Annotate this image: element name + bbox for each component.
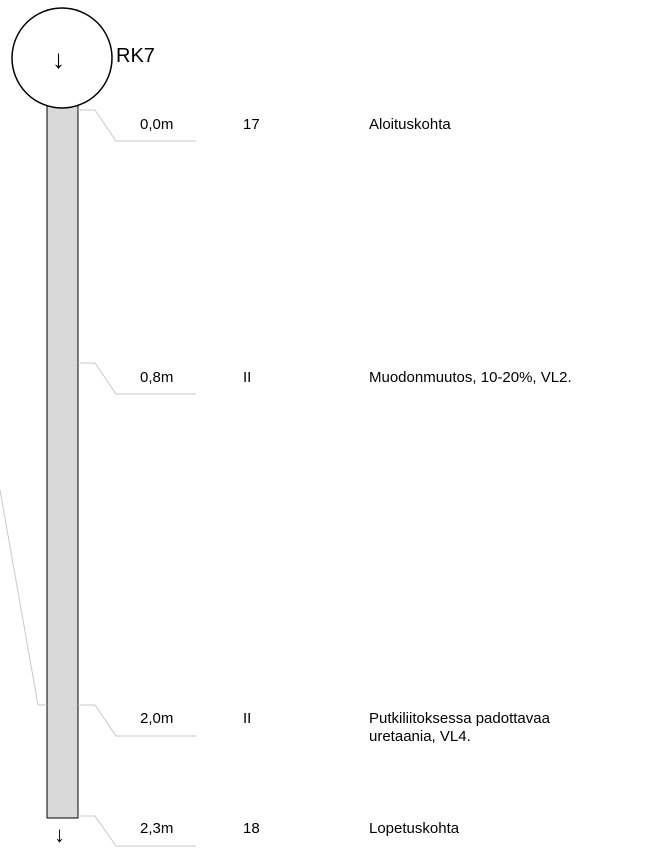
leader-line-obs-4 bbox=[78, 815, 196, 847]
obs-distance: 2,0m bbox=[140, 710, 174, 727]
end-direction-arrow: ↓ bbox=[54, 822, 65, 847]
obs-description: Putkiliitoksessa padottavaa uretaania, V… bbox=[369, 710, 550, 745]
leader-line-left bbox=[0, 489, 47, 706]
leader-line-obs-3 bbox=[78, 704, 196, 737]
leader-line-obs-1 bbox=[78, 109, 196, 142]
obs-description: Lopetuskohta bbox=[369, 820, 460, 837]
obs-description: Muodonmuutos, 10-20%, VL2. bbox=[369, 369, 572, 386]
pipe-body bbox=[46, 104, 79, 819]
obs-code: II bbox=[243, 710, 252, 727]
flow-direction-arrow: ↓ bbox=[52, 44, 65, 74]
obs-code: II bbox=[243, 369, 252, 386]
obs-distance: 0,8m bbox=[140, 369, 174, 386]
start-manhole-circle bbox=[11, 7, 113, 109]
pipe-id-label: RK7 bbox=[116, 45, 155, 67]
obs-description: Aloituskohta bbox=[369, 116, 451, 133]
obs-distance: 2,3m bbox=[140, 820, 174, 837]
obs-code: 18 bbox=[243, 820, 260, 837]
leader-line-obs-2 bbox=[78, 362, 196, 395]
obs-code: 17 bbox=[243, 116, 260, 133]
obs-distance: 0,0m bbox=[140, 116, 174, 133]
